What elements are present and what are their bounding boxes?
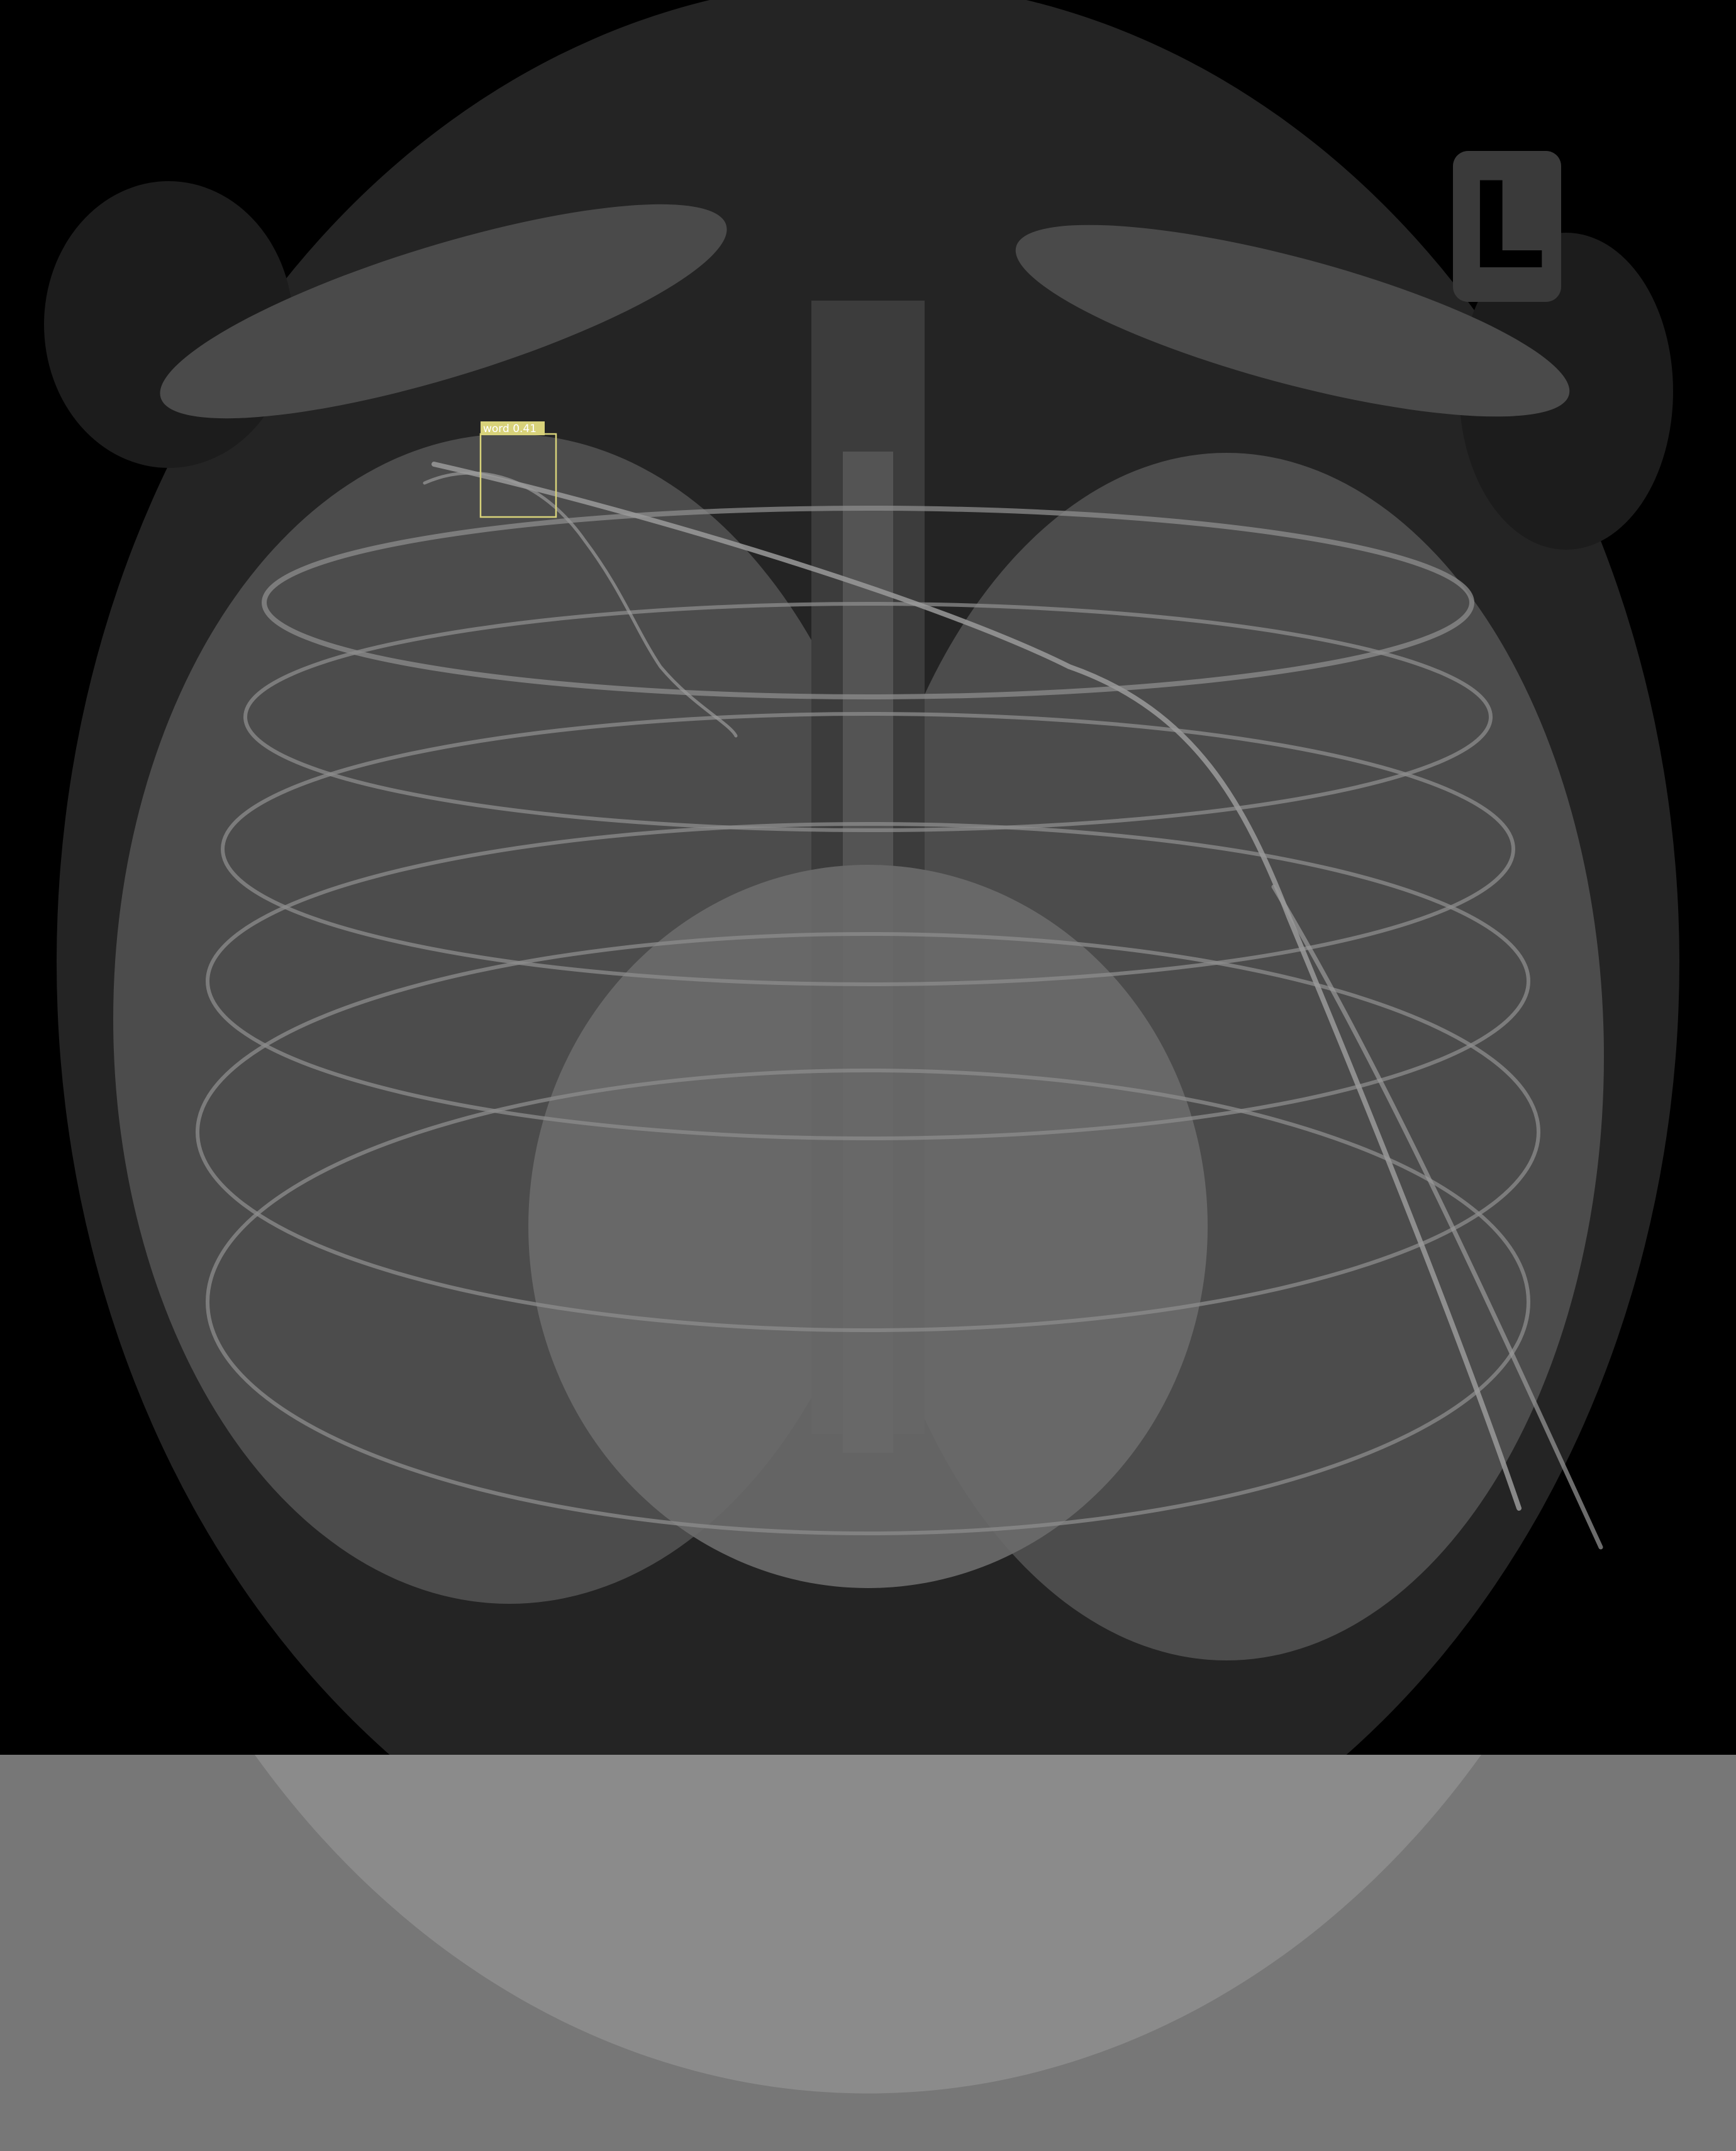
- central-line: [431, 462, 1522, 1511]
- rib-4: [206, 822, 1530, 1140]
- detection-label-background: [481, 421, 545, 435]
- detection-annotation: word 0.41: [479, 421, 557, 518]
- heart-shadow: [528, 865, 1208, 1588]
- side-marker-tab: [1453, 151, 1561, 302]
- rib-cage: [196, 506, 1540, 1535]
- side-marker: L: [1453, 151, 1561, 302]
- medical-lines: [423, 462, 1603, 1550]
- left-clavicle: [160, 204, 727, 419]
- rib-3: [221, 712, 1515, 986]
- rib-6: [206, 1069, 1530, 1535]
- detection-label: word 0.41: [483, 423, 537, 435]
- chest-drain: [1271, 884, 1603, 1550]
- rib-1: [262, 506, 1474, 699]
- rib-2: [243, 602, 1493, 832]
- ng-tube: [423, 471, 738, 738]
- right-clavicle: [1015, 225, 1570, 417]
- torso-lower-overlap: [255, 1755, 1481, 2094]
- rib-5: [196, 932, 1540, 1332]
- side-marker-letter: L: [1469, 157, 1545, 296]
